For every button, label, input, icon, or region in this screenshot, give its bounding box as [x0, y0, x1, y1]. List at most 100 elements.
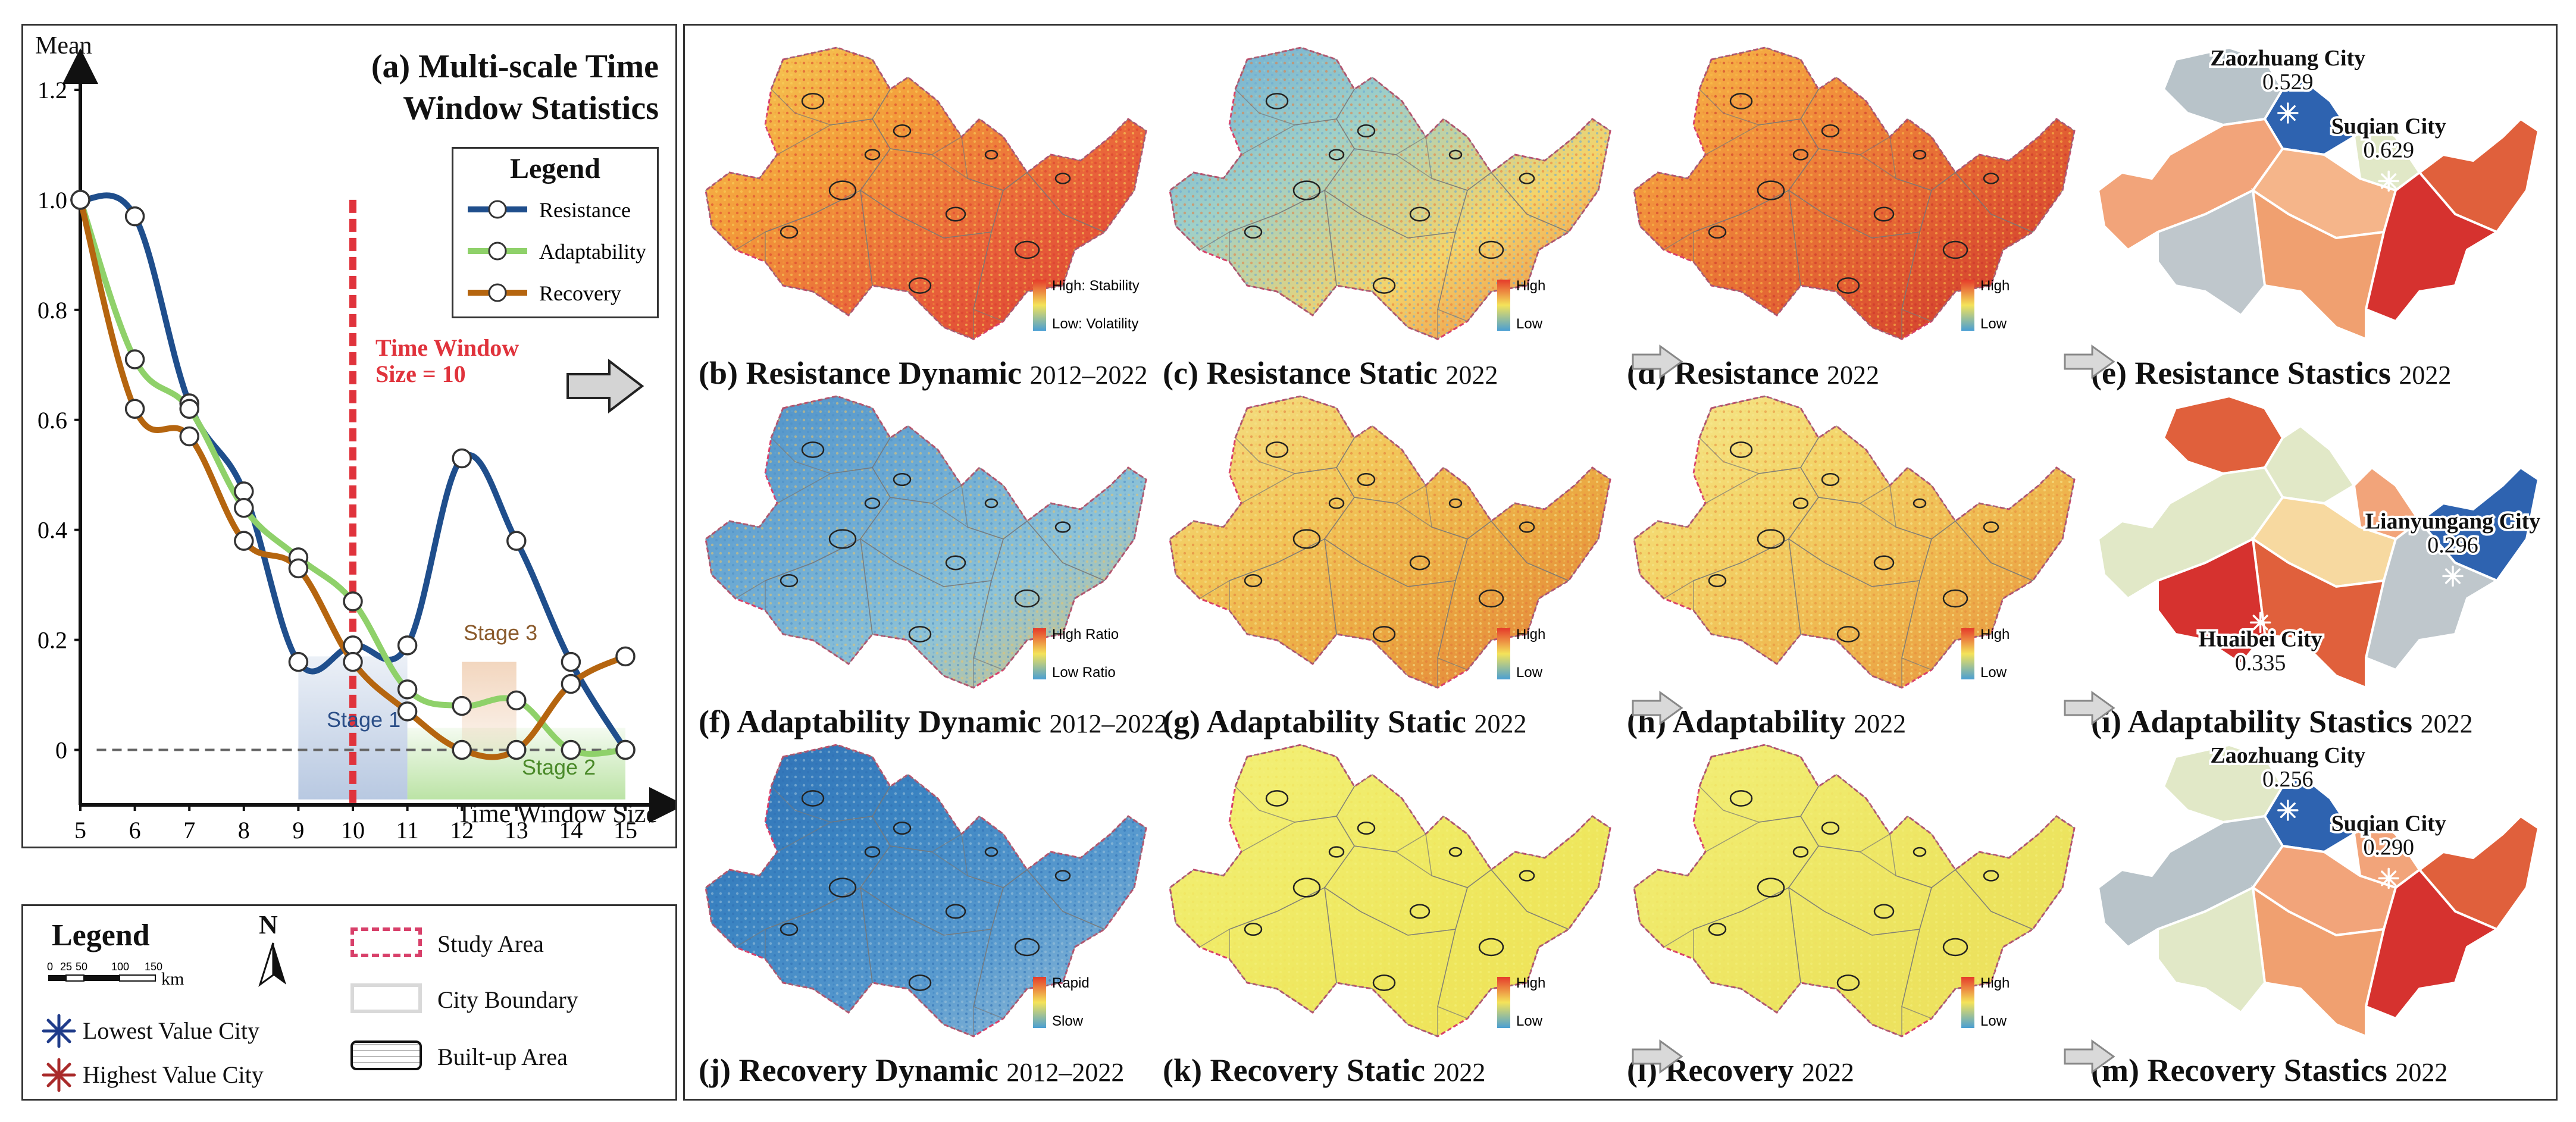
map-caption-text-e: (e) Resistance Stastics	[2091, 355, 2391, 391]
x-tick-label: 6	[129, 817, 141, 844]
map-caption-d: (d) Resistance 2022	[1627, 357, 1879, 389]
lowest-city-icon	[42, 1014, 76, 1048]
colorbar-low-h: Low	[1980, 665, 2007, 681]
x-tick-label: 11	[396, 817, 419, 844]
colorbar-k	[1497, 977, 1510, 1028]
x-tick-label: 8	[238, 817, 250, 844]
map-panel-b: High: Stability Low: Volatility (b) Resist…	[694, 36, 1152, 399]
city-value-m-low: 0.256	[2262, 767, 2314, 792]
chart-legend: Legend Resistance Adaptability Recovery	[452, 147, 659, 318]
map-caption-text-g: (g) Adaptability Static	[1163, 704, 1467, 739]
map-h: High Low	[1633, 395, 2076, 689]
colorbar-h	[1961, 628, 1974, 679]
x-tick-label: 12	[450, 817, 474, 844]
colorbar-b	[1033, 280, 1046, 331]
map-caption-e: (e) Resistance Stastics 2022	[2091, 357, 2451, 389]
map-caption-text-k: (k) Recovery Static	[1163, 1052, 1425, 1088]
map-e	[2096, 46, 2540, 341]
stage2-label: Stage 2	[522, 755, 596, 779]
legend-label-recovery: Recovery	[539, 281, 621, 305]
data-point-recovery-14	[561, 673, 581, 694]
map-caption-year-b: 2012–2022	[1029, 361, 1148, 390]
chart-legend-title: Legend	[509, 153, 600, 184]
city-value-m-high: 0.290	[2363, 835, 2414, 860]
colorbar-low-c: Low	[1516, 316, 1543, 332]
x-axis-label: Time Window Size	[456, 799, 658, 828]
map-caption-i: (i) Adaptability Stastics 2022	[2091, 706, 2473, 738]
lowest-city-label: Lowest Value City	[83, 1017, 260, 1044]
data-point-adaptability-15	[615, 739, 636, 760]
y-tick-label: 1.0	[37, 187, 67, 214]
legend-marker-recovery	[488, 283, 507, 302]
stage1-label: Stage 1	[327, 707, 401, 732]
scale-tick-150: 150	[145, 961, 162, 973]
data-point-recovery-13	[506, 739, 527, 760]
map-caption-m: (m) Recovery Stastics 2022	[2091, 1054, 2447, 1086]
map-panel-f: High Ratio Low Ratio (f) Adaptability Dyna…	[694, 384, 1168, 747]
chart-title-line1: (a) Multi-scale Time	[371, 48, 659, 85]
data-point-resistance-11	[397, 635, 418, 656]
highest-city-label: Highest Value City	[83, 1061, 264, 1088]
north-arrow-icon	[258, 942, 286, 987]
city-region-i-8	[2156, 537, 2267, 666]
legend-label-adaptability: Adaptability	[539, 240, 646, 264]
city-region-m-7	[2251, 885, 2386, 1038]
map-panel-d: High Low (d) Resistance 2022	[1622, 36, 2080, 399]
scale-tick-50: 50	[76, 961, 87, 973]
lowest-city-marker-i-icon	[2442, 565, 2464, 587]
city-name-m-high: Suqian City	[2331, 811, 2446, 836]
data-point-resistance-10	[343, 635, 363, 656]
map-m	[2096, 743, 2540, 1038]
data-point-adaptability-13	[506, 690, 527, 711]
scale-unit: km	[161, 969, 184, 989]
scale-tick-0: 0	[47, 961, 53, 973]
map-caption-c: (c) Resistance Static 2022	[1163, 357, 1498, 389]
city-value-e-low: 0.529	[2262, 70, 2314, 95]
scale-tick-25: 25	[60, 961, 72, 973]
data-point-resistance-13	[506, 531, 527, 551]
map-panel-m: Zaozhuang City 0.256 Suqian City 0.290 (m) R…	[2086, 733, 2544, 1096]
map-legend-title: Legend	[52, 919, 150, 952]
map-b: High: Stability Low: Volatility	[705, 46, 1147, 340]
data-point-recovery-5	[70, 190, 90, 210]
chart-title-line2: Window Statistics	[403, 90, 659, 127]
colorbar-low-d: Low	[1980, 316, 2007, 332]
map-caption-year-c: 2022	[1445, 361, 1498, 390]
stage3-label: Stage 3	[464, 620, 538, 645]
city-boundary-swatch	[350, 983, 422, 1013]
map-caption-year-l: 2022	[1801, 1058, 1854, 1087]
map-caption-f: (f) Adaptability Dynamic 2012–2022	[699, 706, 1168, 738]
flow-arrow-icon	[1632, 691, 1683, 725]
chart-title: (a) Multi-scale Time Window Statistics	[371, 46, 659, 129]
highest-city-marker-e-icon	[2378, 170, 2399, 192]
map-caption-year-j: 2012–2022	[1006, 1058, 1125, 1087]
scale-bar: 0 25 50 100 150 km	[47, 961, 184, 989]
city-name-i-low: Lianyungang City	[2365, 509, 2541, 534]
data-point-recovery-9	[288, 558, 309, 579]
colorbar-l	[1961, 977, 1974, 1028]
colorbar-low-j: Slow	[1052, 1013, 1084, 1029]
legend-marker-adaptability	[488, 242, 507, 261]
map-panel-g: High Low (g) Adaptability Static 2022	[1158, 384, 1616, 747]
y-tick-label: 0.8	[37, 297, 67, 324]
built-up-swatch	[350, 1040, 422, 1070]
map-i	[2096, 394, 2540, 690]
map-caption-b: (b) Resistance Dynamic 2012–2022	[699, 357, 1147, 389]
data-point-recovery-15	[615, 646, 636, 667]
data-point-adaptability-6	[124, 349, 145, 369]
colorbar-high-c: High	[1516, 278, 1545, 294]
colorbar-high-b: High: Stability	[1052, 278, 1140, 294]
x-tick-label: 10	[341, 817, 365, 844]
y-tick-label: 0.4	[37, 517, 67, 544]
highest-city-icon	[42, 1058, 76, 1092]
map-panel-k: High Low (k) Recovery Static 2022	[1158, 733, 1616, 1096]
map-caption-k: (k) Recovery Static 2022	[1163, 1054, 1485, 1086]
colorbar-high-h: High	[1980, 626, 2010, 643]
map-caption-text-f: (f) Adaptability Dynamic	[699, 704, 1042, 739]
colorbar-low-g: Low	[1516, 665, 1543, 681]
line-chart: 0 0.2 0.4 0.6 0.8 1.0 1.2 5 6 7 8 9 10 11 12 13 14 15	[37, 48, 675, 844]
colorbar-j	[1033, 977, 1046, 1028]
